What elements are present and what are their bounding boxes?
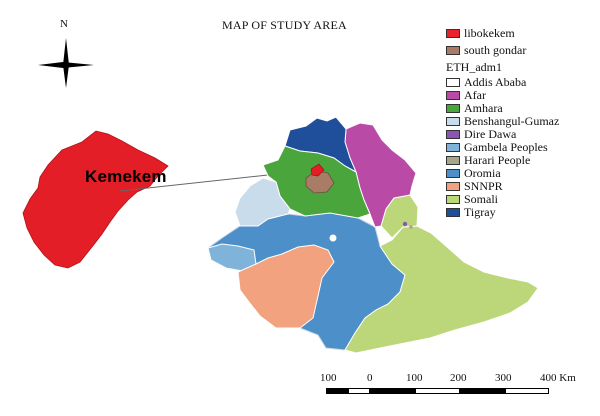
region-dire-dawa — [402, 221, 408, 227]
legend-item: Amhara — [446, 101, 559, 115]
legend-swatch — [446, 46, 460, 55]
legend-label: Amhara — [464, 101, 503, 115]
legend-swatch — [446, 169, 460, 178]
legend-label: Afar — [464, 88, 486, 102]
region-somali — [344, 225, 539, 354]
legend-label: Gambela Peoples — [464, 140, 548, 154]
scale-label: 200 — [450, 372, 467, 384]
legend-layer-title: ETH_adm1 — [446, 60, 502, 74]
legend-item: Harari People — [446, 153, 559, 167]
kemekem-label: Kemekem — [85, 167, 167, 186]
region-snnpr — [237, 244, 335, 329]
region-addis-ababa — [329, 234, 337, 242]
legend-label: Somali — [464, 192, 499, 206]
scale-label: 100 — [406, 372, 423, 384]
legend-swatch — [446, 156, 460, 165]
scale-segment — [370, 388, 415, 394]
legend-item: Oromia — [446, 166, 559, 180]
legend-item: Dire Dawa — [446, 127, 559, 141]
legend-label: libokekem — [464, 26, 515, 40]
legend-swatch — [446, 195, 460, 204]
legend-swatch — [446, 130, 460, 139]
legend-item: south gondar — [446, 43, 559, 57]
legend-label: Dire Dawa — [464, 127, 517, 141]
scale-label: 400 Km — [540, 372, 576, 384]
legend-label: SNNPR — [464, 179, 503, 193]
kemekem-shape — [22, 130, 169, 269]
scale-segment — [505, 388, 549, 394]
north-label: N — [60, 18, 68, 30]
legend-item: Gambela Peoples — [446, 140, 559, 154]
map-legend: libokekem south gondar ETH_adm1 Addis Ab… — [446, 26, 560, 219]
scale-segment — [326, 388, 348, 394]
region-libokekem — [310, 163, 325, 177]
legend-label: Oromia — [464, 166, 501, 180]
region-benshangul — [234, 177, 291, 227]
legend-swatch — [446, 91, 460, 100]
scale-segment — [415, 388, 460, 394]
scale-label: 100 — [320, 372, 337, 384]
scale-label: 300 — [495, 372, 512, 384]
legend-label: Addis Ababa — [464, 75, 527, 89]
legend-item: Benshangul-Gumaz — [446, 114, 560, 128]
legend-swatch — [446, 182, 460, 191]
legend-label: south gondar — [464, 43, 527, 57]
map-title: MAP OF STUDY AREA — [222, 18, 347, 32]
legend-swatch — [446, 208, 460, 217]
legend-item: Addis Ababa — [446, 75, 559, 89]
legend-swatch — [446, 143, 460, 152]
scale-segment — [348, 388, 370, 394]
legend-swatch — [446, 78, 460, 87]
legend-item: SNNPR — [446, 179, 559, 193]
legend-swatch — [446, 29, 460, 38]
scale-bar: 100 0 100 200 300 400 Km — [320, 372, 576, 412]
legend-swatch — [446, 104, 460, 113]
scale-label: 0 — [367, 372, 373, 384]
legend-swatch — [446, 117, 460, 126]
legend-item: Afar — [446, 88, 559, 102]
north-arrow-icon — [38, 38, 94, 88]
region-harari — [409, 225, 413, 229]
legend-label: Tigray — [464, 205, 496, 219]
legend-item: libokekem — [446, 26, 559, 40]
scale-segment — [460, 388, 505, 394]
legend-item: Somali — [446, 192, 559, 206]
legend-label: Harari People — [464, 153, 531, 167]
legend-item: Tigray — [446, 205, 559, 219]
legend-label: Benshangul-Gumaz — [464, 114, 560, 128]
